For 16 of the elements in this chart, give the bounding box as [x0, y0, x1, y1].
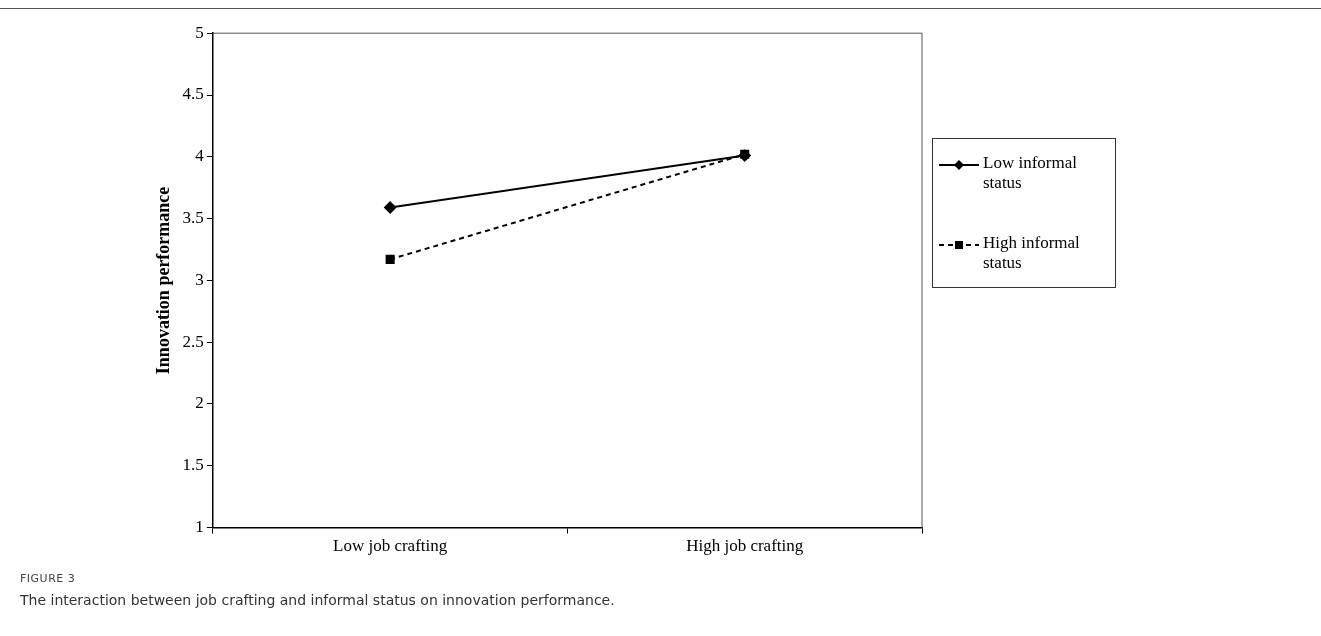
y-tick-label: 2.5	[182, 331, 204, 351]
caption: FIGURE 3	[20, 572, 76, 585]
y-tick-label: 5	[195, 22, 204, 42]
x-tick-label: High job crafting	[686, 536, 804, 556]
legend-label: Low informal status	[983, 153, 1078, 193]
legend-label: High informal status	[983, 233, 1081, 273]
x-tick-label: Low job crafting	[333, 536, 448, 556]
y-tick-label: 1.5	[182, 455, 204, 475]
y-tick-label: 3.5	[182, 208, 204, 228]
y-tick-label: 4.5	[182, 84, 204, 104]
y-tick-label: 2	[195, 393, 204, 413]
y-tick-label: 1	[195, 517, 204, 537]
y-tick-label: 3	[195, 269, 204, 289]
y-tick-label: 4	[195, 146, 205, 166]
text: The interaction between job crafting and informal status on innovation performance.	[20, 592, 615, 608]
y-axis-title: Innovation performance	[153, 186, 174, 375]
